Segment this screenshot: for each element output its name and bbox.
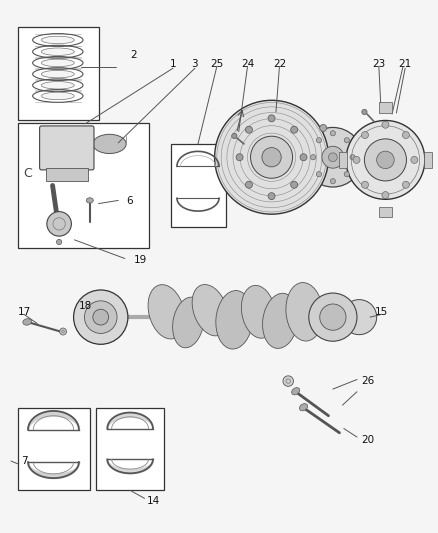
Circle shape bbox=[342, 300, 377, 335]
Circle shape bbox=[291, 126, 298, 133]
Circle shape bbox=[245, 126, 252, 133]
Text: 22: 22 bbox=[273, 59, 286, 69]
Ellipse shape bbox=[93, 134, 126, 154]
Text: 7: 7 bbox=[21, 456, 28, 466]
Circle shape bbox=[350, 155, 355, 160]
Circle shape bbox=[344, 138, 350, 143]
Circle shape bbox=[57, 239, 62, 245]
Circle shape bbox=[47, 212, 71, 236]
Ellipse shape bbox=[262, 293, 298, 349]
Ellipse shape bbox=[23, 319, 32, 325]
Circle shape bbox=[268, 192, 275, 200]
Circle shape bbox=[215, 100, 328, 214]
Ellipse shape bbox=[41, 92, 74, 100]
Circle shape bbox=[311, 155, 316, 160]
Circle shape bbox=[382, 121, 389, 128]
Circle shape bbox=[309, 293, 357, 341]
Text: 3: 3 bbox=[191, 59, 198, 69]
Circle shape bbox=[320, 304, 346, 330]
Ellipse shape bbox=[148, 285, 185, 339]
Text: 20: 20 bbox=[361, 435, 374, 445]
Text: 19: 19 bbox=[134, 255, 147, 265]
Circle shape bbox=[330, 131, 336, 136]
Ellipse shape bbox=[192, 285, 228, 336]
Circle shape bbox=[283, 376, 293, 386]
FancyBboxPatch shape bbox=[39, 126, 94, 170]
Ellipse shape bbox=[241, 285, 276, 338]
Circle shape bbox=[353, 156, 360, 164]
Circle shape bbox=[291, 181, 298, 188]
Ellipse shape bbox=[173, 297, 204, 348]
Ellipse shape bbox=[86, 198, 93, 203]
Circle shape bbox=[361, 132, 368, 139]
Circle shape bbox=[403, 181, 410, 188]
Circle shape bbox=[377, 151, 394, 168]
Bar bbox=[96, 408, 164, 490]
Bar bbox=[171, 144, 226, 227]
Circle shape bbox=[245, 181, 252, 188]
Circle shape bbox=[232, 133, 237, 139]
Text: 25: 25 bbox=[210, 59, 223, 69]
Text: 24: 24 bbox=[241, 59, 254, 69]
Circle shape bbox=[364, 139, 406, 181]
Text: 14: 14 bbox=[147, 496, 160, 506]
Text: C: C bbox=[23, 167, 32, 180]
Ellipse shape bbox=[41, 82, 74, 89]
Circle shape bbox=[330, 179, 336, 184]
Circle shape bbox=[93, 309, 109, 325]
Text: 21: 21 bbox=[399, 59, 412, 69]
Circle shape bbox=[316, 138, 321, 143]
Bar bbox=[18, 123, 149, 248]
Bar bbox=[424, 152, 432, 168]
Circle shape bbox=[411, 156, 418, 164]
Text: 17: 17 bbox=[18, 307, 31, 317]
Ellipse shape bbox=[41, 70, 74, 78]
Circle shape bbox=[403, 132, 410, 139]
Circle shape bbox=[346, 120, 425, 199]
Circle shape bbox=[251, 136, 293, 178]
Text: 15: 15 bbox=[374, 307, 388, 317]
Circle shape bbox=[268, 115, 275, 122]
Ellipse shape bbox=[292, 387, 300, 395]
Text: 18: 18 bbox=[79, 302, 92, 311]
Ellipse shape bbox=[41, 48, 74, 55]
Bar bbox=[379, 207, 392, 217]
Circle shape bbox=[322, 146, 344, 168]
Ellipse shape bbox=[286, 282, 323, 341]
Circle shape bbox=[382, 191, 389, 199]
Bar bbox=[18, 408, 90, 490]
Circle shape bbox=[328, 153, 337, 161]
Circle shape bbox=[60, 328, 67, 335]
Text: 1: 1 bbox=[170, 59, 177, 69]
Circle shape bbox=[262, 148, 281, 167]
Bar bbox=[46, 168, 88, 181]
Text: 26: 26 bbox=[361, 376, 374, 386]
Circle shape bbox=[236, 154, 243, 161]
Circle shape bbox=[320, 124, 327, 132]
Ellipse shape bbox=[300, 403, 307, 411]
Text: 2: 2 bbox=[130, 51, 137, 60]
Circle shape bbox=[362, 109, 367, 115]
Ellipse shape bbox=[41, 59, 74, 67]
Circle shape bbox=[85, 301, 117, 334]
Circle shape bbox=[74, 290, 128, 344]
Circle shape bbox=[316, 172, 321, 177]
Bar bbox=[339, 152, 347, 168]
Circle shape bbox=[303, 127, 363, 187]
Circle shape bbox=[300, 154, 307, 161]
Circle shape bbox=[344, 172, 350, 177]
Ellipse shape bbox=[216, 290, 253, 349]
Ellipse shape bbox=[41, 36, 74, 44]
Text: 23: 23 bbox=[372, 59, 385, 69]
Bar bbox=[379, 102, 392, 113]
Bar bbox=[18, 27, 99, 120]
Text: 6: 6 bbox=[126, 197, 133, 206]
Circle shape bbox=[361, 181, 368, 188]
